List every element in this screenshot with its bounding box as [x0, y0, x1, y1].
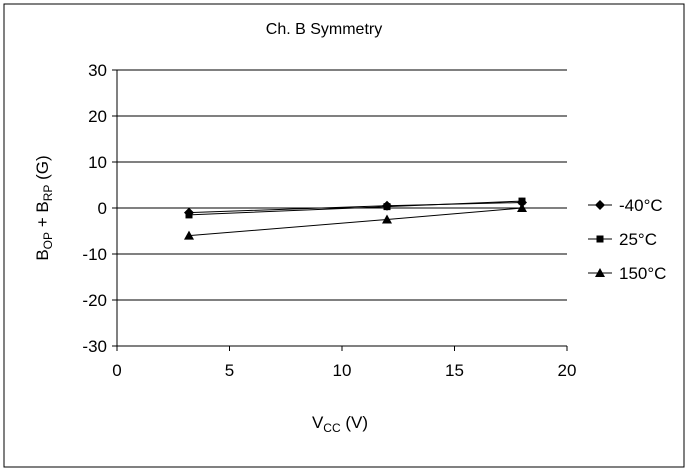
- y-tick-label: 0: [98, 199, 107, 218]
- y-axis-label: BOP + BRP (G): [33, 155, 55, 260]
- y-tick-label: -20: [82, 291, 107, 310]
- y-tick-label: 10: [88, 153, 107, 172]
- legend-label: -40°C: [619, 196, 663, 215]
- legend-marker: [595, 268, 605, 277]
- data-point: [382, 214, 392, 224]
- data-point: [518, 197, 526, 205]
- x-tick-label: 5: [225, 361, 234, 380]
- legend-entry: -40°C: [588, 196, 663, 215]
- legend-label: 150°C: [619, 264, 666, 283]
- legend-label: 25°C: [619, 230, 657, 249]
- axes: [112, 69, 568, 351]
- y-tick-labels: 30 20 10 0 -10 -20 -30: [82, 61, 107, 356]
- series: [184, 197, 527, 240]
- x-tick-label: 20: [558, 361, 577, 380]
- data-point: [383, 203, 391, 211]
- y-tick-label: -10: [82, 245, 107, 264]
- legend-entry: 25°C: [588, 230, 657, 249]
- y-tick-label: 20: [88, 107, 107, 126]
- x-axis-label: VCC (V): [312, 413, 368, 435]
- chart-title: Ch. B Symmetry: [266, 21, 382, 38]
- legend-marker: [596, 235, 604, 243]
- data-point: [184, 230, 194, 240]
- x-tick-label: 15: [445, 361, 464, 380]
- legend-entry: 150°C: [588, 264, 666, 283]
- series-1: [185, 197, 526, 219]
- legend: -40°C 25°C 150°C: [588, 196, 666, 283]
- data-point: [517, 203, 527, 212]
- x-tick-label: 0: [112, 361, 121, 380]
- x-tick-labels: 0 5 10 15 20: [112, 361, 576, 380]
- data-point: [185, 211, 193, 219]
- legend-marker: [595, 200, 605, 210]
- y-tick-label: 30: [88, 61, 107, 80]
- x-tick-label: 10: [333, 361, 352, 380]
- y-tick-label: -30: [82, 337, 107, 356]
- series-2: [184, 203, 527, 240]
